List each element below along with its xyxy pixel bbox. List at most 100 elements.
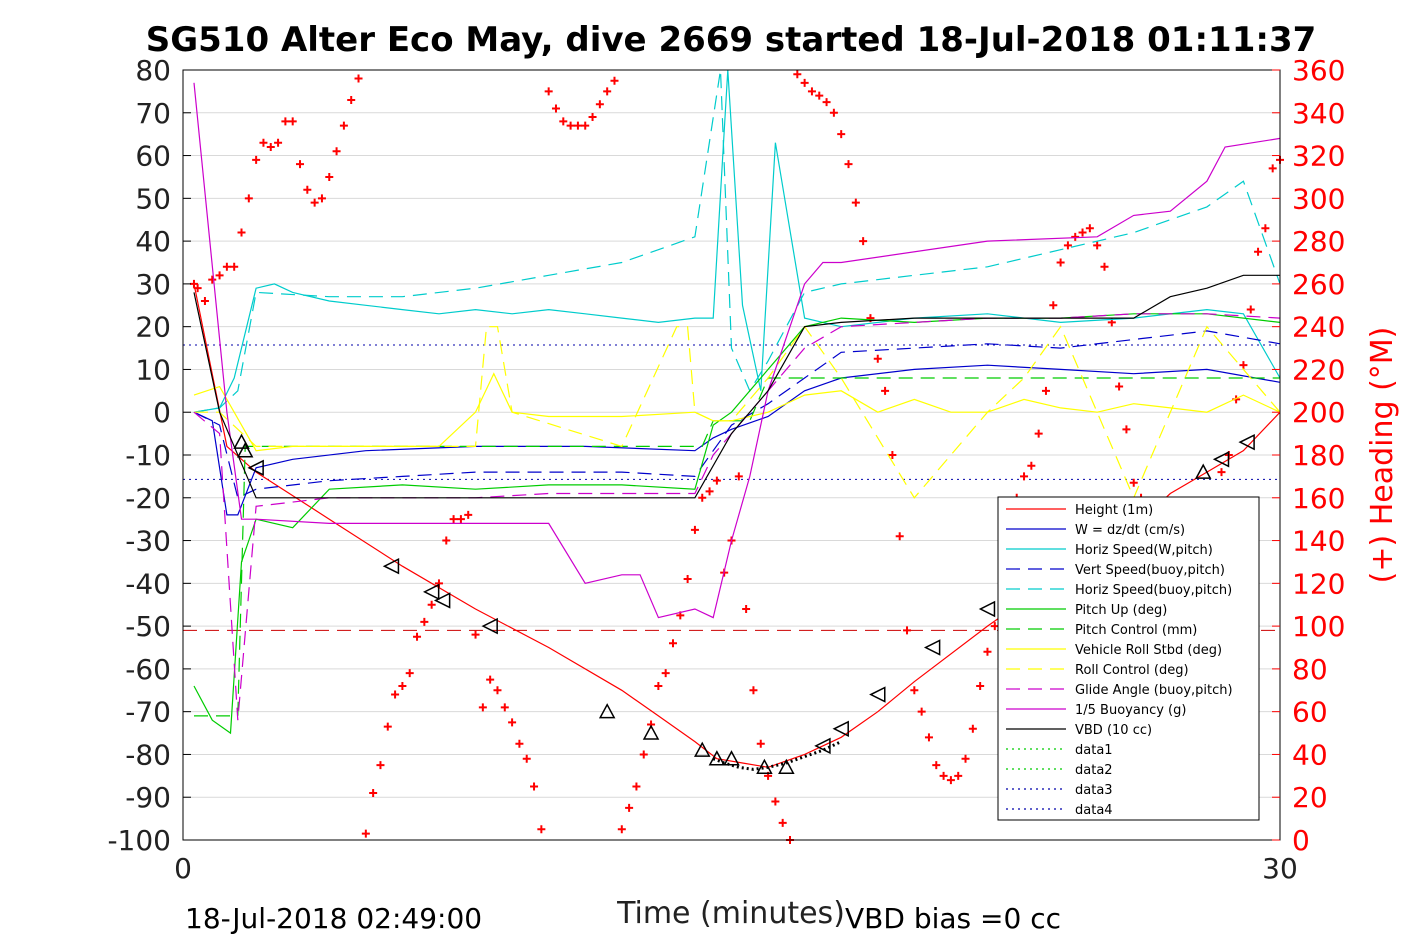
heading-marker bbox=[398, 682, 407, 690]
heading-marker bbox=[690, 525, 699, 534]
heading-marker bbox=[654, 682, 663, 690]
heading-marker bbox=[968, 724, 977, 733]
heading-marker bbox=[332, 147, 341, 156]
series-line-4 bbox=[193, 69, 1281, 413]
y-tick-label: -100 bbox=[107, 824, 171, 857]
triangle-marker bbox=[1212, 451, 1230, 468]
y-tick-label: 10 bbox=[135, 353, 171, 386]
heading-marker bbox=[603, 87, 612, 96]
heading-marker bbox=[551, 104, 560, 113]
heading-marker bbox=[413, 632, 422, 641]
heading-marker bbox=[632, 782, 641, 791]
triangle-marker bbox=[832, 720, 849, 737]
x-axis-ticks: 0 30 bbox=[174, 832, 1298, 885]
heading-marker bbox=[961, 754, 970, 763]
y-tick-label: 60 bbox=[135, 140, 171, 173]
heading-marker bbox=[339, 121, 348, 130]
heading-marker bbox=[361, 829, 370, 838]
y-tick-label: 20 bbox=[135, 311, 171, 344]
heading-marker bbox=[383, 722, 392, 731]
y-tick-label: 40 bbox=[135, 225, 171, 258]
heading-marker bbox=[990, 622, 999, 631]
series-line-11 bbox=[193, 274, 1280, 499]
heading-marker bbox=[793, 70, 802, 79]
heading-marker bbox=[983, 647, 992, 656]
heading-markers bbox=[189, 70, 1284, 844]
series-line-10 bbox=[193, 82, 1281, 619]
y2-tick-label: 360 bbox=[1292, 54, 1345, 87]
heading-marker bbox=[391, 690, 400, 699]
triangle-marker bbox=[723, 750, 740, 766]
heading-marker bbox=[595, 100, 604, 109]
footer-timestamp: 18-Jul-2018 02:49:00 bbox=[185, 902, 482, 935]
y2-tick-label: 180 bbox=[1292, 439, 1345, 472]
triangle-marker bbox=[247, 459, 264, 477]
heading-marker bbox=[1085, 224, 1094, 233]
left-axis-ticks: -100-90-80-70-60-50-40-30-20-10010203040… bbox=[107, 54, 191, 857]
heading-marker bbox=[617, 825, 626, 834]
heading-marker bbox=[1093, 241, 1102, 250]
triangle-marker bbox=[481, 617, 498, 635]
y2-tick-label: 340 bbox=[1292, 97, 1345, 130]
series-line-3 bbox=[193, 330, 1281, 499]
triangle-marker bbox=[433, 592, 451, 609]
heading-marker bbox=[581, 121, 590, 130]
heading-marker bbox=[354, 74, 363, 83]
heading-marker bbox=[1115, 382, 1124, 391]
triangle-marker bbox=[693, 741, 711, 757]
heading-marker bbox=[544, 87, 553, 96]
heading-marker bbox=[259, 138, 268, 147]
heading-marker bbox=[281, 117, 290, 126]
heading-marker bbox=[881, 386, 890, 395]
heading-marker bbox=[1246, 305, 1255, 314]
legend-label-11: VBD (10 cc) bbox=[1075, 723, 1152, 738]
heading-marker bbox=[559, 117, 568, 126]
triangle-marker bbox=[756, 758, 773, 775]
heading-marker bbox=[1020, 472, 1029, 481]
heading-marker bbox=[274, 138, 283, 147]
heading-marker bbox=[712, 476, 721, 485]
y2-axis-label: (+) Heading (°M) bbox=[1365, 327, 1400, 584]
heading-marker bbox=[742, 605, 751, 613]
y2-tick-label: 40 bbox=[1292, 738, 1328, 771]
y2-tick-label: 260 bbox=[1292, 268, 1345, 301]
legend-label-5: Pitch Up (deg) bbox=[1075, 603, 1167, 618]
heading-marker bbox=[639, 750, 648, 759]
y2-tick-label: 0 bbox=[1292, 824, 1310, 857]
y-tick-label: 0 bbox=[153, 396, 171, 429]
series-line-2 bbox=[193, 69, 1281, 413]
y2-tick-label: 120 bbox=[1292, 567, 1345, 600]
heading-marker bbox=[303, 185, 312, 194]
heading-marker bbox=[288, 117, 297, 126]
heading-marker bbox=[873, 354, 882, 363]
heading-marker bbox=[1239, 361, 1248, 370]
heading-marker bbox=[1217, 468, 1226, 477]
triangle-marker bbox=[978, 600, 996, 618]
heading-marker bbox=[625, 803, 634, 812]
heading-marker bbox=[310, 198, 319, 207]
heading-marker bbox=[946, 776, 955, 785]
heading-marker bbox=[200, 297, 209, 305]
heading-marker bbox=[215, 271, 224, 280]
series-line-8 bbox=[194, 325, 1281, 500]
heading-marker bbox=[317, 194, 326, 203]
series-lines bbox=[193, 69, 1281, 771]
y2-tick-label: 60 bbox=[1292, 696, 1328, 729]
heading-marker bbox=[749, 686, 758, 695]
heading-marker bbox=[252, 155, 261, 164]
heading-marker bbox=[778, 818, 787, 827]
heading-marker bbox=[471, 630, 480, 639]
heading-marker bbox=[1041, 386, 1050, 395]
heading-marker bbox=[756, 739, 765, 748]
legend-label-2: Horiz Speed(W,pitch) bbox=[1075, 543, 1213, 558]
legend-label-9: Glide Angle (buoy,pitch) bbox=[1075, 683, 1233, 698]
heading-marker bbox=[1034, 429, 1043, 438]
footer-vbd-bias: VBD bias =0 cc bbox=[845, 902, 1061, 935]
legend: Height (1m) W = dz/dt (cm/s) Horiz Speed(W… bbox=[997, 496, 1260, 821]
legend-label-6: Pitch Control (mm) bbox=[1075, 623, 1197, 638]
y2-tick-label: 100 bbox=[1292, 610, 1345, 643]
heading-marker bbox=[237, 228, 246, 237]
heading-marker bbox=[478, 703, 487, 712]
x-tick-label: 30 bbox=[1262, 852, 1298, 885]
